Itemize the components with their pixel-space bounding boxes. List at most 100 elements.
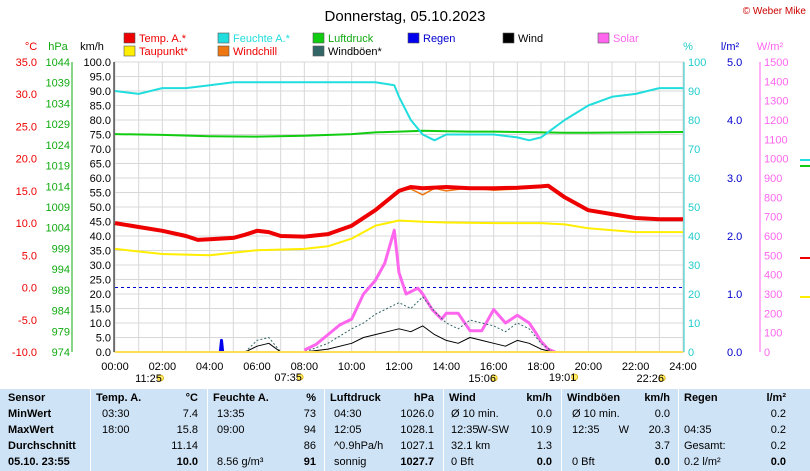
legend-label: Windchill	[233, 46, 277, 58]
time-tick-label: 24:00	[669, 361, 697, 373]
stats-cell: 13:35	[217, 408, 245, 420]
wind-tick-label: 0.0	[96, 347, 111, 359]
legend-swatch	[217, 32, 230, 44]
stats-header: Windböen	[567, 392, 621, 404]
stats-cell: 15.8	[176, 424, 198, 436]
solar-tick-label: 700	[764, 212, 782, 224]
stats-cell: 0.2	[770, 440, 786, 452]
temp-tick-label: 35.0	[16, 57, 37, 69]
sun-marker	[658, 374, 666, 382]
series-line-regen	[218, 338, 225, 353]
time-tick-label: 22:00	[622, 361, 650, 373]
humidity-tick-label: 70	[688, 144, 700, 156]
stats-separator	[678, 389, 679, 471]
sun-time-label: 11:25	[135, 373, 162, 385]
stats-cell: 94	[303, 424, 316, 436]
pressure-tick-label: 1029	[46, 119, 70, 131]
pressure-tick-label: 989	[52, 285, 70, 297]
legend-label: Temp. A.*	[139, 33, 187, 45]
legend-label: Luftdruck	[328, 33, 374, 45]
wind-tick-label: 85.0	[90, 101, 111, 113]
rain-tick-label: 5.0	[727, 57, 742, 69]
stats-separator	[443, 389, 444, 471]
stats-cell: 0 Bft	[451, 456, 474, 468]
temp-tick-label: 10.0	[16, 218, 37, 230]
stats-cell: 0.0	[536, 408, 552, 420]
stats-cell: 73	[303, 408, 316, 420]
solar-tick-label: 1400	[764, 76, 788, 88]
humidity-tick-label: 90	[688, 86, 700, 98]
legend-label: Windböen*	[328, 46, 383, 58]
chart-title: Donnerstag, 05.10.2023	[325, 8, 486, 25]
stats-header: Sensor	[8, 392, 46, 404]
legend-swatch	[407, 32, 420, 44]
humidity-tick-label: 20	[688, 289, 700, 301]
humidity-tick-label: 0	[688, 347, 694, 359]
stats-cell: 10.0	[176, 456, 198, 468]
pressure-tick-label: 1014	[46, 181, 70, 193]
chart-series	[114, 81, 684, 354]
wind-tick-label: 60.0	[90, 173, 111, 185]
series-line-luftdruck	[114, 129, 684, 138]
humidity-tick-label: 60	[688, 173, 700, 185]
stats-cell: 91	[303, 456, 316, 468]
stats-separator	[90, 389, 91, 471]
time-tick-label: 12:00	[385, 361, 413, 373]
series-line-temp-a	[114, 183, 683, 242]
temp-tick-label: -5.0	[18, 315, 37, 327]
stats-cell: 1.3	[536, 440, 552, 452]
time-tick-label: 04:00	[196, 361, 224, 373]
pressure-tick-label: 1004	[46, 223, 70, 235]
sun-time-label: 15:06	[468, 373, 496, 385]
stats-cell: Gesamt:	[684, 440, 726, 452]
solar-tick-label: 400	[764, 270, 782, 282]
stats-unit: %	[306, 392, 316, 404]
solar-tick-label: 0	[764, 347, 770, 359]
axis-unit-rain: l/m²	[721, 41, 740, 53]
pressure-tick-label: 999	[52, 243, 70, 255]
time-tick-label: 14:00	[433, 361, 461, 373]
solar-tick-label: 200	[764, 308, 782, 320]
stats-cell: 18:00	[102, 424, 130, 436]
solar-tick-label: 500	[764, 250, 782, 262]
stats-row-label: 05.10. 23:55	[8, 456, 70, 468]
wind-tick-label: 25.0	[90, 275, 111, 287]
stats-separator	[324, 389, 325, 471]
axis-unit-humidity: %	[683, 41, 693, 53]
stats-cell: 7.4	[182, 408, 198, 420]
sun-marker	[490, 374, 498, 382]
temp-tick-label: 25.0	[16, 121, 37, 133]
stats-cell: 3.7	[654, 440, 670, 452]
solar-tick-label: 600	[764, 231, 782, 243]
rain-tick-label: 4.0	[727, 115, 742, 127]
temp-tick-label: 0.0	[22, 283, 37, 295]
solar-tick-label: 1500	[764, 57, 788, 69]
stats-cell: 10.9	[530, 424, 552, 436]
temp-tick-label: 20.0	[16, 154, 37, 166]
sun-moon-bar: 11:25 07:35 15:06 19:01 22:26	[115, 351, 683, 385]
solar-tick-label: 800	[764, 192, 782, 204]
stats-cell: W	[618, 424, 629, 436]
stats-unit: km/h	[526, 392, 552, 404]
axis-unit-wind: km/h	[80, 41, 104, 53]
stats-cell: 1028.1	[400, 424, 434, 436]
legend-swatch	[597, 32, 610, 44]
legend-swatch	[502, 32, 515, 44]
wind-tick-label: 20.0	[90, 289, 111, 301]
stats-separator	[561, 389, 562, 471]
legend-label: Solar	[613, 33, 639, 45]
time-tick-label: 02:00	[149, 361, 177, 373]
pressure-tick-label: 1044	[46, 57, 70, 69]
stats-cell: 0.0	[654, 456, 670, 468]
stats-cell: 12:05	[334, 424, 362, 436]
stats-cell: 1026.0	[400, 408, 434, 420]
time-tick-label: 18:00	[527, 361, 555, 373]
stats-cell: 0.2 l/m²	[684, 456, 721, 468]
wind-tick-label: 35.0	[90, 246, 111, 258]
wind-tick-label: 10.0	[90, 318, 111, 330]
stats-cell: 86	[303, 440, 316, 452]
legend-swatch	[217, 45, 230, 57]
stats-cell: 0.0	[654, 408, 670, 420]
stats-cell: 09:00	[217, 424, 245, 436]
chart-header: Donnerstag, 05.10.2023 © Weber Mike	[325, 6, 807, 25]
